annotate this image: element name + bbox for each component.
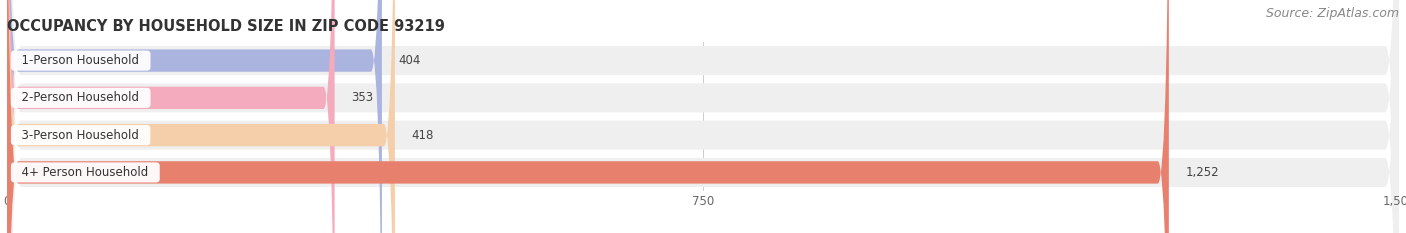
FancyBboxPatch shape (7, 0, 1399, 233)
FancyBboxPatch shape (7, 0, 1399, 233)
Text: 404: 404 (399, 54, 420, 67)
Text: 353: 353 (352, 91, 374, 104)
FancyBboxPatch shape (7, 0, 1399, 233)
Text: 3-Person Household: 3-Person Household (14, 129, 146, 142)
Text: 4+ Person Household: 4+ Person Household (14, 166, 156, 179)
Text: 2-Person Household: 2-Person Household (14, 91, 148, 104)
Text: 1,252: 1,252 (1185, 166, 1219, 179)
Text: 1-Person Household: 1-Person Household (14, 54, 148, 67)
Text: 418: 418 (412, 129, 434, 142)
FancyBboxPatch shape (7, 0, 335, 233)
FancyBboxPatch shape (7, 0, 1399, 233)
FancyBboxPatch shape (7, 0, 382, 233)
FancyBboxPatch shape (7, 0, 1168, 233)
FancyBboxPatch shape (7, 0, 395, 233)
Text: Source: ZipAtlas.com: Source: ZipAtlas.com (1265, 7, 1399, 20)
Text: OCCUPANCY BY HOUSEHOLD SIZE IN ZIP CODE 93219: OCCUPANCY BY HOUSEHOLD SIZE IN ZIP CODE … (7, 19, 444, 34)
